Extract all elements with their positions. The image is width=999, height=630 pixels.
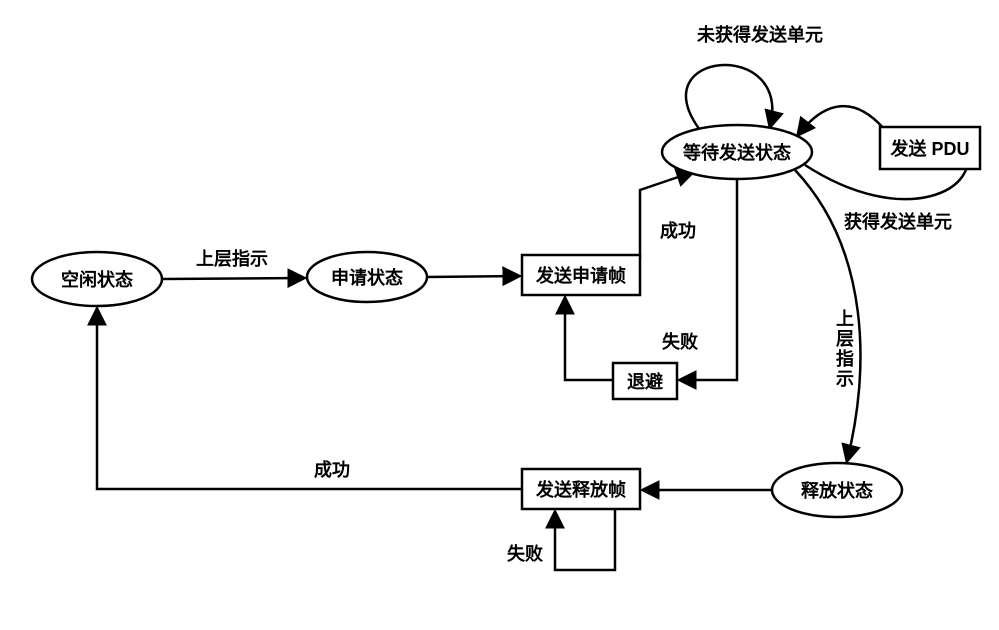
edge-label-upper-2b: 层	[836, 329, 854, 349]
edge-label-upper-1: 上层指示	[196, 248, 268, 269]
edge-label-fail-1: 失败	[662, 331, 698, 352]
edge-label-no-unit: 未获得发送单元	[697, 24, 823, 45]
edge-label-success-2: 成功	[314, 459, 350, 480]
edge-label-got-unit: 获得发送单元	[844, 211, 952, 232]
edge-sendreq-to-waitsend	[640, 172, 693, 259]
node-release-state-label: 释放状态	[801, 480, 873, 501]
node-send-pdu-label: 发送 PDU	[889, 138, 969, 159]
edge-label-success-1: 成功	[660, 220, 696, 241]
edge-pdu-to-waitsend	[798, 106, 885, 135]
edge-label-upper-2d: 示	[836, 369, 854, 389]
edge-idle-to-request	[162, 278, 304, 279]
edge-request-to-sendreq	[427, 276, 519, 277]
edge-label-fail-2: 失败	[507, 543, 543, 564]
edge-label-upper-2a: 上	[836, 309, 854, 329]
edge-retreat-to-sendreq	[565, 298, 613, 380]
node-retreat-label: 退避	[627, 371, 663, 392]
node-request-state-label: 申请状态	[331, 267, 403, 288]
edge-sendrel-to-idle	[97, 309, 522, 489]
node-wait-send-label: 等待发送状态	[683, 142, 791, 163]
node-send-release-label: 发送释放帧	[535, 479, 626, 500]
edge-waitsend-selfloop	[686, 65, 772, 130]
node-idle-label: 空闲状态	[61, 269, 133, 290]
edge-label-upper-2c: 指	[836, 348, 854, 369]
edge-sendrel-fail-loop	[555, 509, 615, 570]
node-send-request-label: 发送申请帧	[535, 265, 626, 286]
